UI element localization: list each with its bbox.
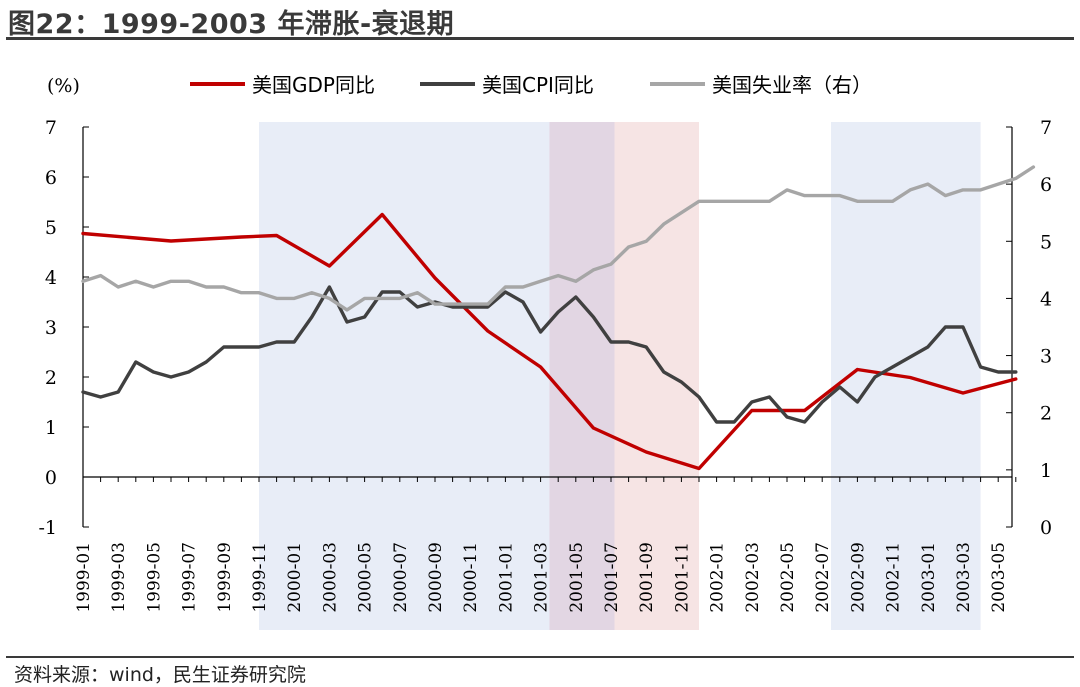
left-tick-label: 3 <box>45 317 57 339</box>
x-tick-label: 2001-07 <box>602 542 622 613</box>
x-tick-label: 2002-11 <box>884 542 904 613</box>
legend: 美国GDP同比 美国CPI同比 美国失业率（右） <box>190 73 872 97</box>
legend-label-1: 美国CPI同比 <box>482 73 594 97</box>
x-tick-label: 2003-03 <box>954 542 974 613</box>
x-tick-label: 1999-05 <box>144 542 164 613</box>
x-tick-label: 1999-03 <box>109 542 129 613</box>
series-line-0 <box>81 212 1018 471</box>
x-tick-label: 1999-07 <box>180 542 200 613</box>
x-tick-label: 2002-05 <box>778 542 798 613</box>
x-tick-label: 2001-03 <box>532 542 552 613</box>
x-tick-label: 1999-01 <box>74 542 94 613</box>
right-tick-label: 1 <box>1040 460 1052 482</box>
legend-label-0: 美国GDP同比 <box>252 73 375 97</box>
series-line-2 <box>81 165 1036 312</box>
x-tick-label: 2001-01 <box>496 542 516 613</box>
x-tick-label: 2002-03 <box>743 542 763 613</box>
legend-label-2: 美国失业率（右） <box>712 73 872 97</box>
right-tick-label: 2 <box>1040 403 1052 425</box>
source-note: 资料来源：wind，民生证券研究院 <box>14 664 306 686</box>
x-tick-label: 1999-09 <box>215 542 235 613</box>
chart-axes: (%) -1 0 1 2 3 4 5 6 7 0 1 2 3 4 5 6 7 1999-01 1999-03 1999-… <box>38 75 1052 613</box>
x-tick-label: 2002-09 <box>848 542 868 613</box>
series-line-1 <box>81 285 1018 424</box>
footer-rule <box>6 656 1074 658</box>
series-lines <box>81 165 1036 471</box>
left-tick-label: -1 <box>38 517 57 539</box>
left-tick-label: 0 <box>45 467 57 489</box>
x-tick-label: 2000-09 <box>426 542 446 613</box>
left-tick-label: 4 <box>45 267 57 289</box>
right-tick-label: 6 <box>1040 174 1052 196</box>
shaded-period-2 <box>614 122 699 630</box>
x-tick-label: 2000-05 <box>356 542 376 613</box>
left-tick-label: 5 <box>45 217 57 239</box>
x-tick-label: 1999-11 <box>250 542 270 613</box>
right-tick-label: 3 <box>1040 346 1052 368</box>
x-tick-label: 2000-07 <box>391 542 411 613</box>
left-tick-label: 6 <box>45 167 57 189</box>
x-tick-label: 2002-01 <box>708 542 728 613</box>
y-unit-label: (%) <box>47 75 80 97</box>
x-tick-label: 2001-09 <box>637 542 657 613</box>
x-tick-label: 2003-01 <box>919 542 939 613</box>
x-tick-label: 2000-01 <box>285 542 305 613</box>
right-tick-label: 4 <box>1040 288 1052 310</box>
chart-title: 图22：1999-2003 年滞胀-衰退期 <box>8 9 455 40</box>
x-tick-label: 2002-07 <box>813 542 833 613</box>
x-tick-label: 2000-03 <box>320 542 340 613</box>
left-tick-label: 7 <box>45 117 57 139</box>
right-tick-label: 0 <box>1040 517 1052 539</box>
shaded-period-0 <box>259 122 550 630</box>
x-tick-label: 2001-05 <box>567 542 587 613</box>
right-tick-label: 5 <box>1040 231 1052 253</box>
chart-canvas: (%) -1 0 1 2 3 4 5 6 7 0 1 2 3 4 5 6 7 1999-01 1999-03 1999-… <box>38 73 1052 630</box>
x-tick-label: 2003-05 <box>989 542 1009 613</box>
x-tick-label: 2000-11 <box>461 542 481 613</box>
shaded-period-1 <box>549 122 615 630</box>
left-tick-label: 2 <box>45 367 57 389</box>
x-tick-label: 2001-11 <box>672 542 692 613</box>
right-tick-label: 7 <box>1040 117 1052 139</box>
left-tick-label: 1 <box>45 417 57 439</box>
title-rule <box>6 37 1074 40</box>
